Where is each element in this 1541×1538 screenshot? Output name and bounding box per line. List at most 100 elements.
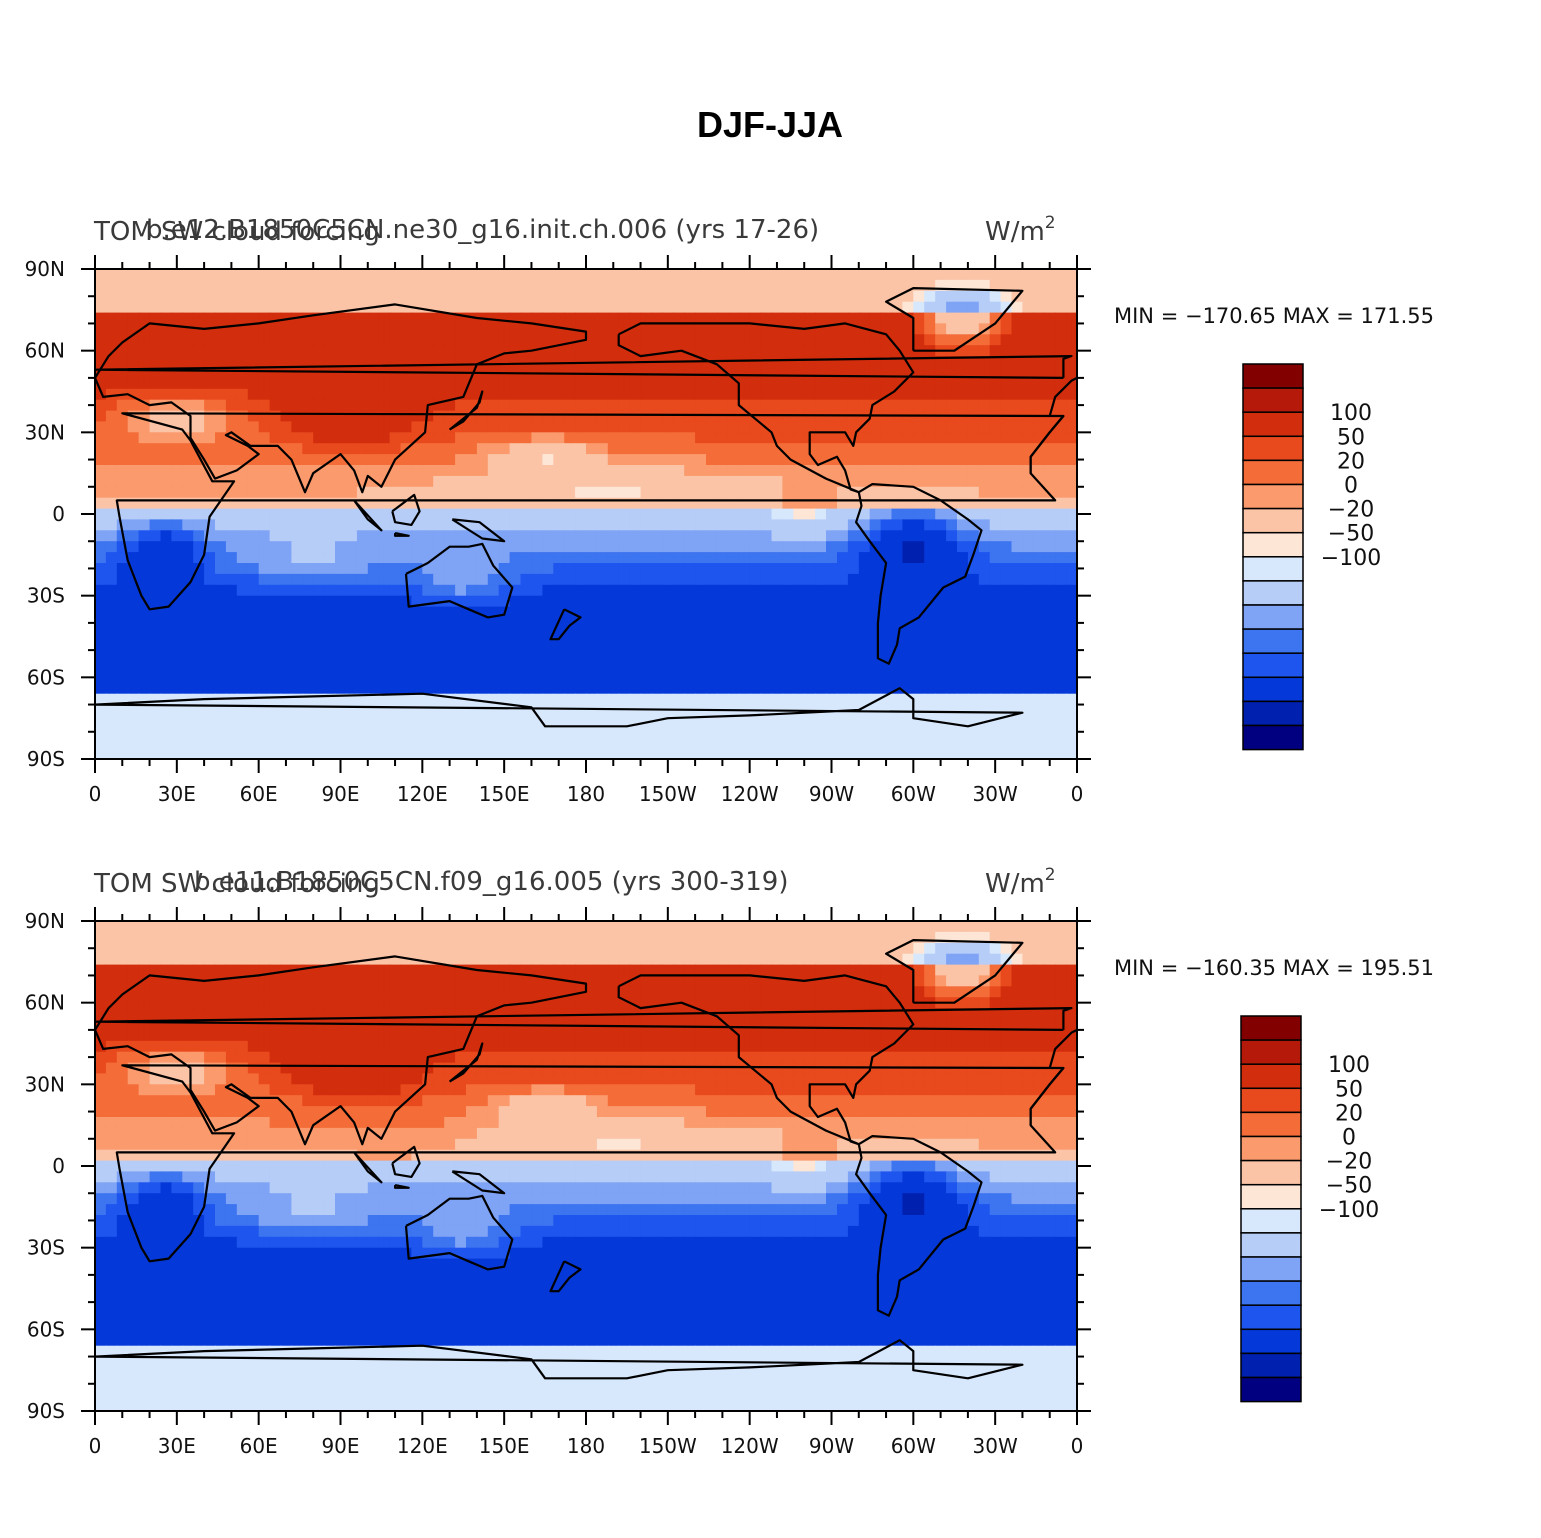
contour-cell bbox=[935, 942, 947, 955]
main-title: DJF-JJA bbox=[697, 104, 843, 145]
contour-cell bbox=[869, 279, 882, 292]
contour-cell bbox=[520, 661, 533, 673]
contour-cell bbox=[182, 454, 194, 466]
contour-cell bbox=[815, 628, 827, 640]
contour-cell bbox=[706, 661, 718, 673]
contour-cell bbox=[149, 715, 162, 728]
contour-cell bbox=[716, 726, 729, 738]
contour-cell bbox=[487, 737, 500, 749]
contour-cell bbox=[149, 650, 162, 662]
contour-cell bbox=[280, 432, 293, 444]
contour-cell bbox=[193, 334, 205, 346]
contour-cell bbox=[127, 345, 140, 357]
contour-cell bbox=[378, 377, 391, 390]
contour-cell bbox=[815, 942, 827, 955]
contour-cell bbox=[422, 671, 434, 684]
contour-cell bbox=[596, 530, 609, 542]
contour-cell bbox=[651, 279, 664, 292]
contour-cell bbox=[1000, 921, 1013, 933]
contour-cell bbox=[335, 497, 347, 510]
contour-cell bbox=[913, 563, 925, 575]
contour-cell bbox=[967, 475, 980, 488]
contour-cell bbox=[869, 432, 882, 444]
contour-cell bbox=[782, 530, 795, 542]
contour-cell bbox=[269, 388, 282, 401]
contour-cell bbox=[1022, 345, 1035, 357]
contour-cell bbox=[760, 997, 773, 1009]
contour-cell bbox=[400, 323, 413, 336]
contour-cell bbox=[967, 975, 980, 988]
contour-cell bbox=[1022, 399, 1035, 412]
contour-cell bbox=[378, 399, 391, 412]
contour-cell bbox=[247, 388, 260, 401]
contour-cell bbox=[378, 530, 391, 542]
contour-cell bbox=[684, 410, 696, 423]
contour-cell bbox=[302, 552, 314, 564]
contour-cell bbox=[127, 519, 140, 532]
contour-cell bbox=[215, 410, 227, 423]
contour-cell bbox=[498, 323, 511, 336]
contour-cell bbox=[695, 748, 707, 759]
contour-cell bbox=[695, 508, 707, 521]
contour-cell bbox=[913, 269, 925, 281]
contour-cell bbox=[564, 595, 576, 608]
contour-cell bbox=[116, 454, 129, 466]
contour-cell bbox=[269, 573, 282, 586]
contour-cell bbox=[640, 443, 653, 455]
contour-cell bbox=[989, 617, 1002, 630]
contour-cell bbox=[673, 584, 685, 597]
contour-cell bbox=[95, 628, 107, 640]
contour-cell bbox=[607, 584, 620, 597]
contour-cell bbox=[302, 377, 314, 390]
contour-cell bbox=[95, 377, 107, 390]
contour-cell bbox=[804, 693, 816, 706]
contour-cell bbox=[411, 1008, 424, 1020]
contour-cell bbox=[182, 367, 194, 379]
contour-cell bbox=[313, 693, 325, 706]
contour-cell bbox=[116, 975, 129, 988]
contour-cell bbox=[891, 671, 904, 684]
contour-cell bbox=[367, 279, 380, 292]
contour-cell bbox=[782, 312, 795, 325]
contour-cell bbox=[553, 997, 565, 1009]
contour-cell bbox=[225, 541, 238, 553]
contour-cell bbox=[640, 519, 653, 532]
contour-cell bbox=[1011, 595, 1024, 608]
contour-cell bbox=[1022, 628, 1035, 640]
contour-cell bbox=[1066, 584, 1077, 597]
contour-cell bbox=[924, 421, 936, 434]
contour-cell bbox=[149, 421, 162, 434]
contour-cell bbox=[138, 334, 151, 346]
contour-cell bbox=[247, 1008, 260, 1020]
contour-cell bbox=[847, 465, 860, 477]
contour-cell bbox=[389, 693, 402, 706]
contour-cell bbox=[684, 269, 696, 281]
contour-cell bbox=[967, 953, 980, 966]
contour-cell bbox=[324, 737, 336, 749]
contour-cell bbox=[236, 345, 249, 357]
contour-cell bbox=[596, 497, 609, 510]
contour-cell bbox=[127, 595, 140, 608]
contour-cell bbox=[891, 563, 904, 575]
contour-cell bbox=[716, 519, 729, 532]
contour-cell bbox=[629, 432, 642, 444]
contour-cell bbox=[520, 563, 533, 575]
contour-cell bbox=[935, 986, 947, 998]
contour-cell bbox=[378, 997, 391, 1009]
contour-cell bbox=[105, 475, 118, 488]
contour-cell bbox=[716, 573, 729, 586]
contour-cell bbox=[433, 1008, 445, 1020]
contour-cell bbox=[367, 443, 380, 455]
contour-cell bbox=[149, 334, 162, 346]
contour-cell bbox=[553, 301, 565, 314]
contour-cell bbox=[826, 997, 838, 1009]
contour-cell bbox=[607, 704, 620, 717]
contour-cell bbox=[105, 377, 118, 390]
contour-cell bbox=[847, 530, 860, 542]
contour-cell bbox=[1066, 606, 1077, 619]
contour-cell bbox=[858, 737, 871, 749]
contour-cell bbox=[1044, 432, 1056, 444]
contour-cell bbox=[978, 356, 991, 368]
contour-cell bbox=[880, 454, 893, 466]
contour-cell bbox=[149, 388, 162, 401]
